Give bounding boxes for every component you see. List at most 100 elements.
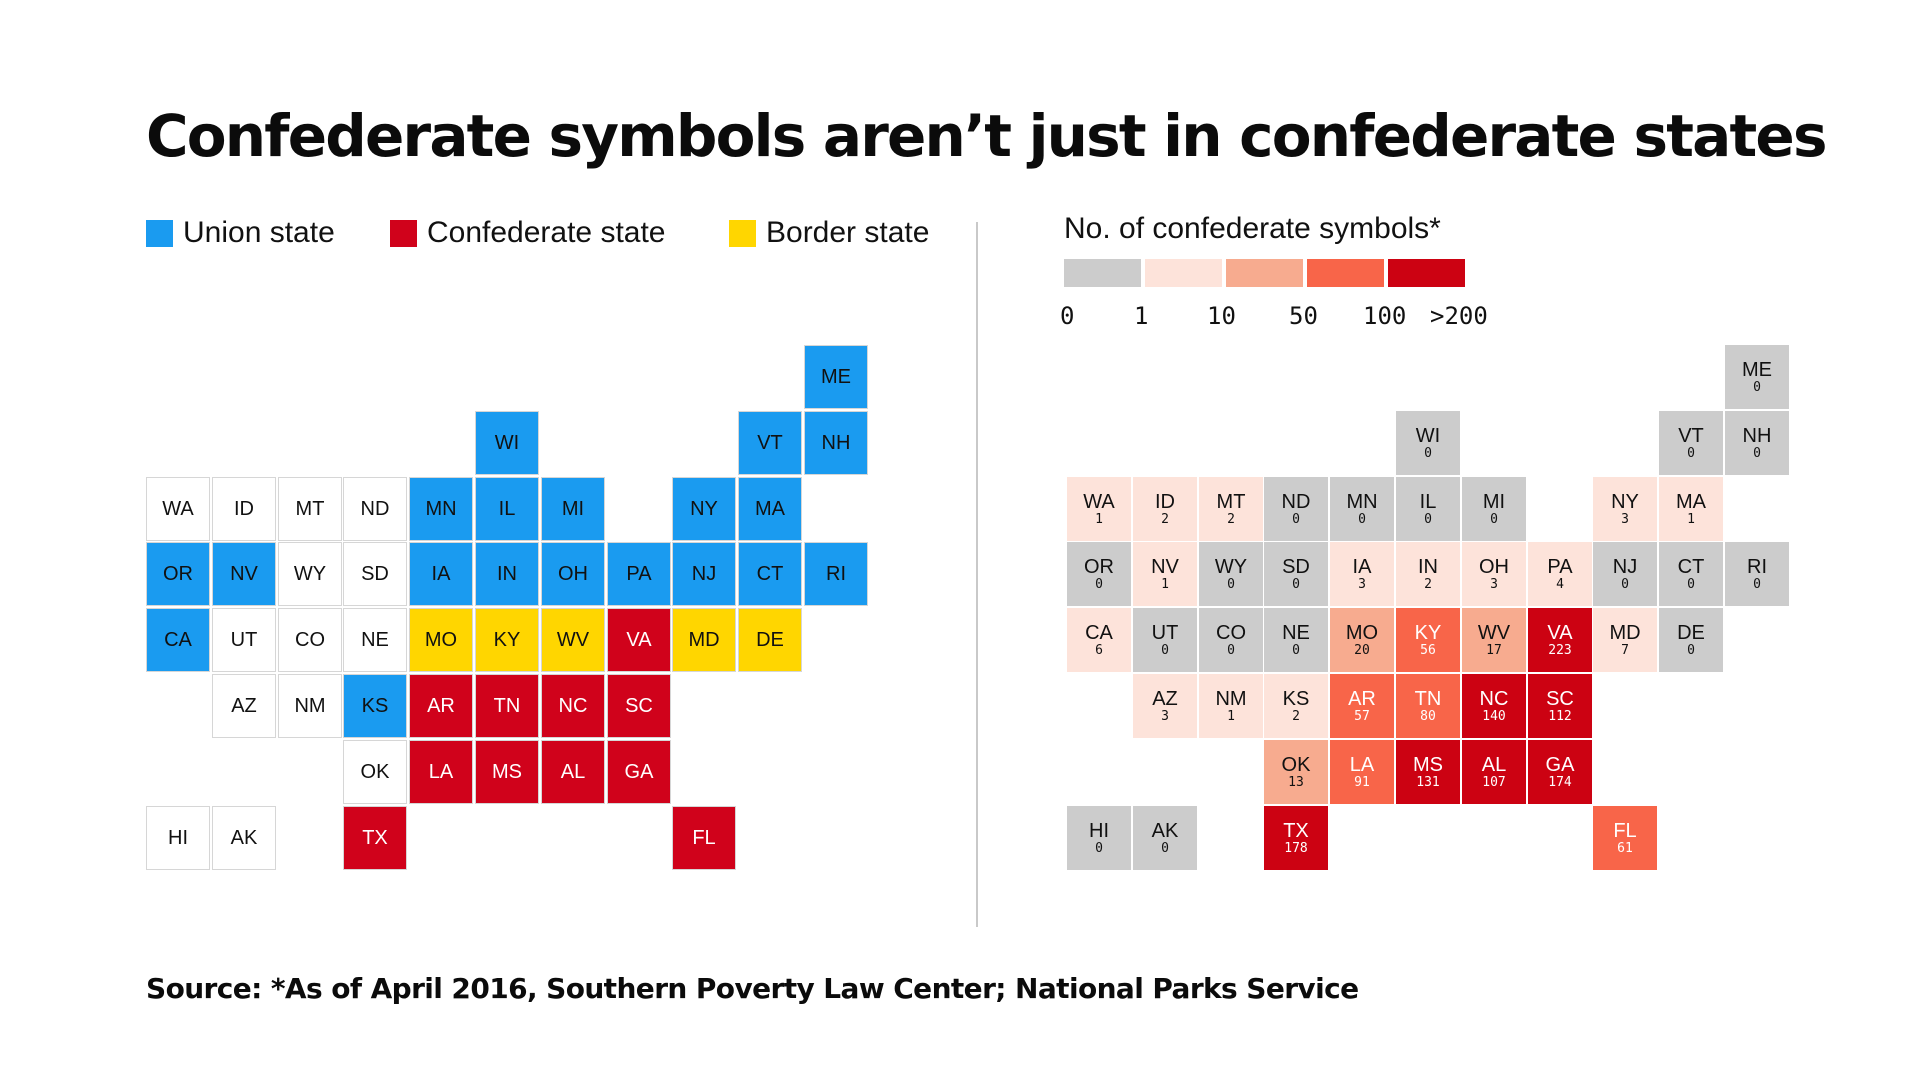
state-tile-in: IN — [475, 542, 539, 606]
scale-tick-0: 0 — [1060, 302, 1075, 330]
state-label: WA — [162, 498, 194, 520]
state-tile-il: IL — [475, 477, 539, 541]
state-label: MO — [1345, 622, 1379, 644]
symbol-count: 2 — [1161, 512, 1169, 527]
state-label: IA — [1352, 556, 1372, 578]
state-label: WV — [1477, 622, 1511, 644]
state-label: CO — [1216, 622, 1246, 644]
count-tile-in: IN 2 — [1396, 542, 1460, 606]
state-label: KY — [493, 629, 521, 651]
state-label: AZ — [231, 695, 257, 717]
count-tile-sc: SC 112 — [1528, 674, 1592, 738]
count-tile-ks: KS 2 — [1264, 674, 1328, 738]
state-label: NE — [1282, 622, 1310, 644]
state-tile-sd: SD — [343, 542, 407, 606]
state-label: AZ — [1152, 688, 1178, 710]
symbol-count: 178 — [1284, 841, 1308, 856]
state-label: MN — [1346, 491, 1378, 513]
state-tile-mn: MN — [409, 477, 473, 541]
count-tile-sd: SD 0 — [1264, 542, 1328, 606]
symbol-count: 0 — [1358, 512, 1366, 527]
state-label: CO — [295, 629, 325, 651]
symbol-count: 3 — [1358, 577, 1366, 592]
count-tile-md: MD 7 — [1593, 608, 1657, 672]
state-tile-tx: TX — [343, 806, 407, 870]
symbol-count: 3 — [1161, 709, 1169, 724]
state-label: AR — [1348, 688, 1376, 710]
state-label: VT — [1678, 425, 1704, 447]
count-tile-il: IL 0 — [1396, 477, 1460, 541]
state-label: ID — [1155, 491, 1175, 513]
state-label: MI — [561, 498, 585, 520]
state-tile-ky: KY — [475, 608, 539, 672]
scale-bin-2 — [1226, 259, 1303, 287]
state-label: WI — [494, 432, 520, 454]
symbol-count: 57 — [1354, 709, 1370, 724]
symbol-count: 0 — [1753, 577, 1761, 592]
symbol-count: 107 — [1482, 775, 1506, 790]
count-tile-mt: MT 2 — [1199, 477, 1263, 541]
count-tile-or: OR 0 — [1067, 542, 1131, 606]
count-tile-ca: CA 6 — [1067, 608, 1131, 672]
state-tile-va: VA — [607, 608, 671, 672]
state-label: PA — [626, 563, 652, 585]
symbol-count: 0 — [1753, 446, 1761, 461]
count-tile-wi: WI 0 — [1396, 411, 1460, 475]
state-tile-ca: CA — [146, 608, 210, 672]
symbol-count: 0 — [1292, 512, 1300, 527]
legend-swatch-border — [729, 219, 756, 247]
count-tile-ak: AK 0 — [1133, 806, 1197, 870]
state-label: NH — [821, 432, 851, 454]
state-label: WY — [293, 563, 327, 585]
state-label: HI — [168, 827, 188, 849]
state-label: VA — [1547, 622, 1573, 644]
state-label: NV — [230, 563, 258, 585]
scale-bin-3 — [1307, 259, 1384, 287]
state-label: OH — [558, 563, 588, 585]
state-tile-ri: RI — [804, 542, 868, 606]
state-label: CT — [1677, 556, 1705, 578]
legend-item-confederate: Confederate state — [390, 216, 666, 250]
count-tile-nv: NV 1 — [1133, 542, 1197, 606]
count-tile-al: AL 107 — [1462, 740, 1526, 804]
symbol-count: 0 — [1490, 512, 1498, 527]
count-tile-ar: AR 57 — [1330, 674, 1394, 738]
panel-divider — [976, 222, 978, 927]
state-tile-ct: CT — [738, 542, 802, 606]
state-label: ME — [821, 366, 851, 388]
state-label: WV — [556, 629, 590, 651]
state-label: FL — [1613, 820, 1637, 842]
state-label: ME — [1742, 359, 1772, 381]
symbol-count: 6 — [1095, 643, 1103, 658]
state-tile-tn: TN — [475, 674, 539, 738]
state-label: MD — [688, 629, 720, 651]
state-label: KS — [361, 695, 389, 717]
state-label: RI — [826, 563, 846, 585]
state-label: ND — [360, 498, 390, 520]
scale-bin-4 — [1388, 259, 1465, 287]
legend-swatch-union — [146, 219, 173, 247]
state-label: WI — [1415, 425, 1441, 447]
count-tile-az: AZ 3 — [1133, 674, 1197, 738]
count-tile-wa: WA 1 — [1067, 477, 1131, 541]
state-label: SC — [625, 695, 653, 717]
state-label: UT — [1151, 622, 1179, 644]
symbol-count: 3 — [1490, 577, 1498, 592]
state-label: WA — [1083, 491, 1115, 513]
count-tile-nh: NH 0 — [1725, 411, 1789, 475]
state-tile-nd: ND — [343, 477, 407, 541]
state-label: AL — [1481, 754, 1507, 776]
symbol-count: 0 — [1227, 643, 1235, 658]
state-tile-oh: OH — [541, 542, 605, 606]
count-tile-ga: GA 174 — [1528, 740, 1592, 804]
state-label: OR — [163, 563, 193, 585]
state-tile-fl: FL — [672, 806, 736, 870]
legend-label-confederate: Confederate state — [427, 216, 666, 249]
state-tile-md: MD — [672, 608, 736, 672]
state-label: NM — [294, 695, 326, 717]
symbol-count: 1 — [1687, 512, 1695, 527]
state-label: TX — [362, 827, 388, 849]
count-tile-vt: VT 0 — [1659, 411, 1723, 475]
state-label: VA — [626, 629, 652, 651]
count-tile-oh: OH 3 — [1462, 542, 1526, 606]
